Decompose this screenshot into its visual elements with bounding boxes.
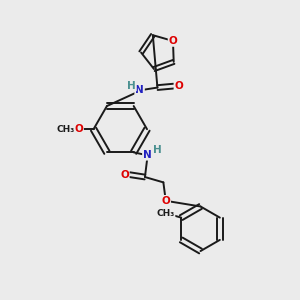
Text: O: O — [161, 196, 170, 206]
Text: N: N — [135, 85, 144, 95]
Text: O: O — [120, 170, 129, 180]
Text: H: H — [127, 80, 136, 91]
Text: H: H — [153, 145, 162, 155]
Text: CH₃: CH₃ — [56, 125, 75, 134]
Text: O: O — [169, 36, 177, 46]
Text: N: N — [143, 150, 152, 160]
Text: CH₃: CH₃ — [157, 209, 175, 218]
Text: O: O — [175, 81, 183, 91]
Text: O: O — [74, 124, 83, 134]
